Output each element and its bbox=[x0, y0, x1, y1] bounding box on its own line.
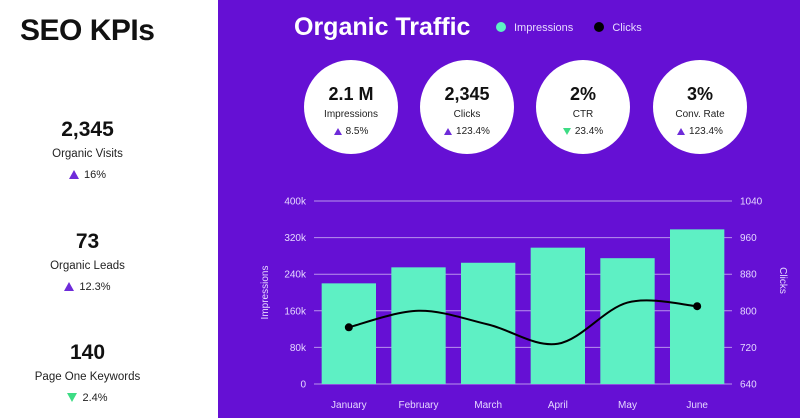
stat-change: 16% bbox=[0, 169, 175, 181]
y2-tick-label: 800 bbox=[740, 306, 757, 317]
stat-change-value: 12.3% bbox=[79, 281, 111, 293]
metric-conv-rate: 3% Conv. Rate 123.4% bbox=[653, 60, 747, 154]
trend-up-icon bbox=[444, 128, 453, 135]
trend-down-icon bbox=[67, 393, 78, 402]
bar-impressions bbox=[391, 267, 446, 384]
y2-tick-label: 1040 bbox=[740, 197, 763, 208]
x-tick-label: February bbox=[398, 400, 438, 411]
metric-value: 2% bbox=[569, 84, 596, 104]
x-tick-label: May bbox=[618, 400, 637, 411]
y2-tick-label: 960 bbox=[740, 233, 757, 244]
metric-label: Clicks bbox=[453, 109, 481, 120]
trend-up-icon bbox=[68, 170, 79, 179]
metric-clicks: 2,345 Clicks 123.4% bbox=[420, 60, 514, 154]
y-tick-label: 160k bbox=[284, 306, 307, 317]
page-title: SEO KPIs bbox=[20, 14, 155, 47]
y2-axis-title: Clicks bbox=[777, 267, 788, 294]
stat-organic-leads: 73 Organic Leads 12.3% bbox=[0, 230, 175, 293]
stat-value: 2,345 bbox=[61, 118, 114, 141]
clicks-dot-icon bbox=[594, 22, 605, 32]
metric-label: CTR bbox=[572, 109, 594, 120]
metric-value: 2.1 M bbox=[328, 84, 374, 104]
stat-label: Organic Leads bbox=[50, 260, 125, 272]
legend-label: Impressions bbox=[514, 22, 574, 34]
trend-up-icon bbox=[64, 282, 75, 291]
metric-change-value: 123.4% bbox=[456, 126, 490, 137]
clicks-point bbox=[693, 302, 702, 311]
metric-change: 8.5% bbox=[304, 126, 398, 137]
y-tick-label: 320k bbox=[284, 233, 307, 244]
metric-label: Conv. Rate bbox=[675, 109, 725, 120]
y-tick-label: 0 bbox=[300, 380, 306, 391]
kpi-sidebar: SEO KPIs 2,345 Organic Visits 16% 73 Org… bbox=[0, 0, 218, 418]
trend-up-icon bbox=[677, 128, 686, 135]
trend-up-icon bbox=[333, 128, 342, 135]
traffic-panel: Organic Traffic Impressions Clicks 2.1 M… bbox=[218, 0, 800, 418]
y2-tick-label: 880 bbox=[740, 270, 757, 281]
metric-value: 3% bbox=[686, 84, 713, 104]
trend-down-icon bbox=[562, 128, 571, 135]
metric-change-value: 23.4% bbox=[574, 126, 604, 137]
traffic-chart: 0 640 80k 720 160k 800 240k 880 320k 960 400k 1040 J… bbox=[260, 197, 788, 412]
stat-change-value: 16% bbox=[83, 169, 107, 181]
chart-title: Organic Traffic bbox=[294, 13, 471, 41]
stat-change-value: 2.4% bbox=[82, 392, 108, 404]
x-tick-label: March bbox=[474, 400, 502, 411]
y2-tick-label: 640 bbox=[740, 380, 757, 391]
legend-clicks[interactable]: Clicks bbox=[594, 22, 642, 34]
impressions-dot-icon bbox=[496, 22, 506, 32]
stat-change: 12.3% bbox=[0, 281, 175, 293]
metric-ctr: 2% CTR 23.4% bbox=[536, 60, 630, 154]
x-tick-label: April bbox=[548, 400, 568, 411]
x-tick-label: June bbox=[686, 400, 708, 411]
y-axis-title: Impressions bbox=[260, 266, 271, 320]
stat-page-one-keywords: 140 Page One Keywords 2.4% bbox=[0, 341, 175, 404]
bar-impressions bbox=[460, 262, 516, 384]
stat-value: 73 bbox=[75, 230, 100, 253]
stat-organic-visits: 2,345 Organic Visits 16% bbox=[0, 118, 175, 181]
metric-change-value: 8.5% bbox=[345, 126, 369, 137]
stat-label: Organic Visits bbox=[52, 148, 123, 160]
metric-change-value: 123.4% bbox=[689, 126, 723, 137]
bar-impressions bbox=[600, 258, 655, 384]
clicks-line bbox=[348, 299, 698, 346]
metric-change: 123.4% bbox=[420, 126, 514, 137]
metric-label: Impressions bbox=[324, 109, 378, 120]
metric-change: 123.4% bbox=[653, 126, 747, 137]
x-tick-label: January bbox=[331, 400, 367, 411]
stat-value: 140 bbox=[69, 341, 106, 364]
y-tick-label: 400k bbox=[284, 197, 307, 208]
metric-change: 23.4% bbox=[536, 126, 630, 137]
bar-impressions bbox=[530, 247, 586, 384]
metric-impressions: 2.1 M Impressions 8.5% bbox=[304, 60, 398, 154]
metric-value: 2,345 bbox=[444, 84, 490, 104]
stat-label: Page One Keywords bbox=[34, 371, 141, 383]
clicks-point bbox=[344, 323, 353, 332]
y2-tick-label: 720 bbox=[740, 343, 757, 354]
legend-impressions[interactable]: Impressions bbox=[496, 22, 573, 34]
stat-change: 2.4% bbox=[0, 392, 175, 404]
bar-impressions bbox=[321, 283, 377, 384]
legend-label: Clicks bbox=[612, 22, 642, 34]
chart-legend: Impressions Clicks bbox=[496, 22, 660, 34]
y-tick-label: 240k bbox=[284, 270, 307, 281]
y-tick-label: 80k bbox=[290, 343, 307, 354]
